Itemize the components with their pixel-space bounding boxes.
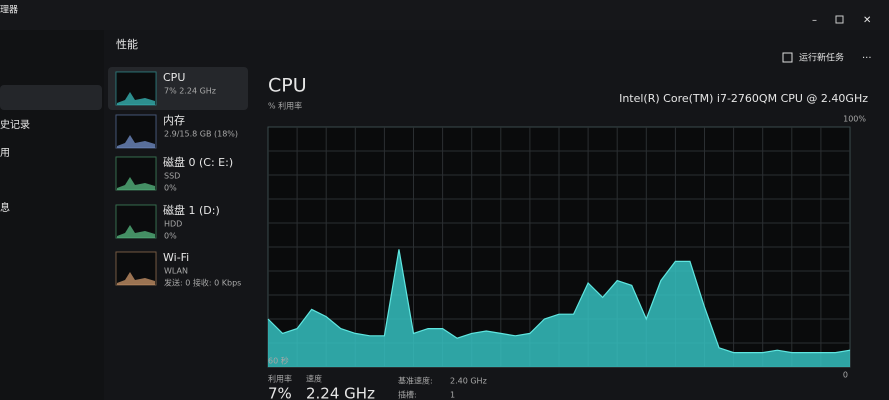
device-name: CPU — [163, 71, 185, 84]
window-title: 理器 — [0, 5, 18, 16]
device-detail: 7% 2.24 GHz — [164, 87, 216, 96]
nav-item[interactable]: 史记录 — [0, 119, 30, 131]
device-name: 磁盘 0 (C: E:) — [163, 155, 233, 169]
nav-item[interactable]: 用 — [0, 148, 10, 159]
mini-graph-line — [117, 272, 155, 285]
device-detail: 2.9/15.8 GB (18%) — [164, 130, 238, 139]
more[interactable]: ··· — [862, 53, 872, 64]
device-name: 内存 — [163, 113, 185, 127]
stat-value: 1 — [450, 391, 455, 400]
mini-graph-line — [117, 92, 155, 105]
title-bar — [0, 0, 889, 30]
maximize[interactable] — [835, 15, 844, 24]
mini-graph-line — [117, 135, 155, 148]
device-detail: 0% — [164, 184, 177, 193]
stat-label: 利用率 — [268, 374, 292, 384]
device-type: HDD — [164, 220, 182, 229]
stat-value: 2.24 GHz — [306, 385, 375, 400]
graph-time: 60 秒 — [268, 356, 289, 366]
cpu-area — [268, 249, 850, 367]
device-name: 磁盘 1 (D:) — [163, 203, 220, 217]
mini-graph-line — [117, 225, 155, 238]
graph-max: 100% — [843, 115, 866, 124]
run-icon — [782, 52, 793, 63]
stat-value: 2.40 GHz — [450, 377, 487, 386]
mini-graph-line — [117, 177, 155, 190]
device-type: WLAN — [164, 267, 188, 276]
stat-label: 速度 — [306, 374, 322, 384]
nav-selected[interactable] — [0, 85, 102, 110]
main-title: CPU — [268, 75, 307, 97]
stat-value: 7% — [268, 385, 292, 400]
stat-label: 插槽: — [398, 390, 417, 400]
cpu-line — [267, 249, 851, 354]
main-subtitle: % 利用率 — [268, 101, 302, 111]
device-type: SSD — [164, 172, 180, 181]
nav-item[interactable]: 息 — [0, 201, 10, 214]
minimize[interactable]: – — [812, 15, 817, 26]
cpu-model: Intel(R) Core(TM) i7-2760QM CPU @ 2.40GH… — [619, 92, 868, 105]
stat-label: 基准速度: — [398, 376, 433, 386]
device-name: Wi-Fi — [163, 251, 189, 264]
graph-min: 0 — [843, 371, 848, 380]
close[interactable]: ✕ — [863, 15, 871, 26]
page-title: 性能 — [116, 37, 138, 51]
device-detail: 0% — [164, 232, 177, 241]
run-task[interactable]: 运行新任务 — [799, 52, 844, 64]
device-detail: 发送: 0 接收: 0 Kbps — [164, 278, 241, 288]
